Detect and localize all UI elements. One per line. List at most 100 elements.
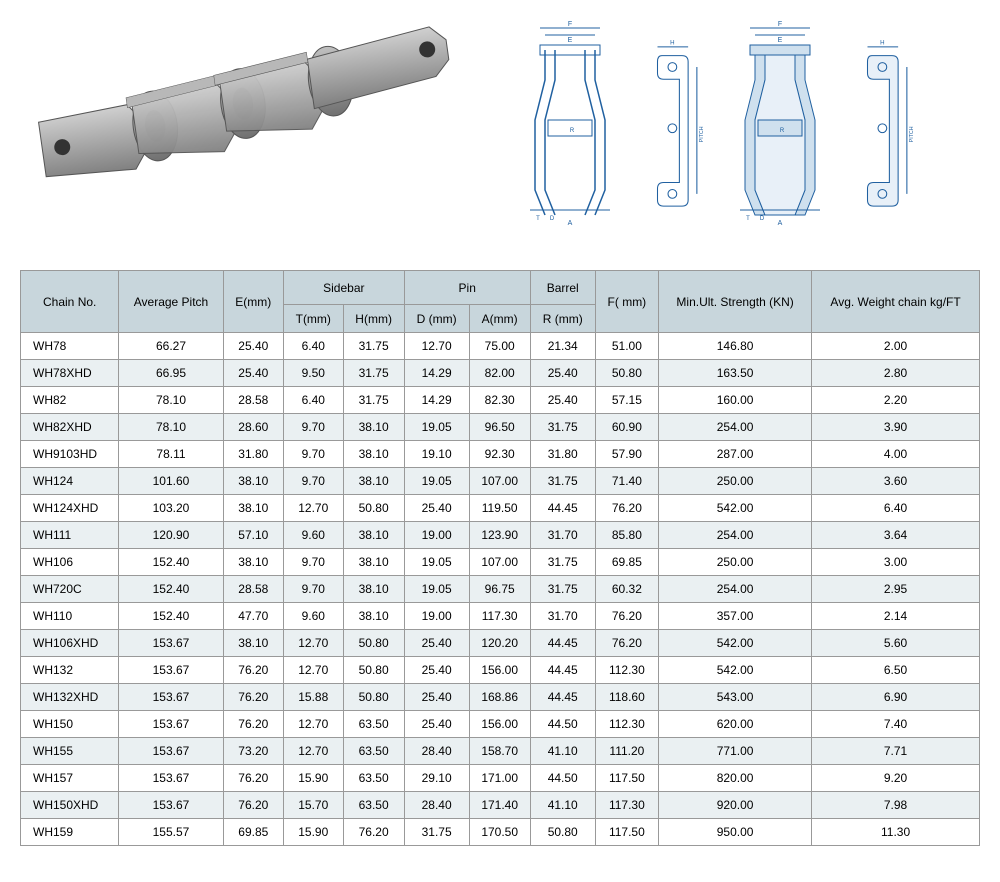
table-cell: WH132 [21, 657, 119, 684]
table-cell: 170.50 [469, 819, 530, 846]
table-cell: 117.30 [469, 603, 530, 630]
table-cell: 111.20 [595, 738, 658, 765]
table-cell: 29.10 [404, 765, 469, 792]
table-row: WH106152.4038.109.7038.1019.05107.0031.7… [21, 549, 980, 576]
table-cell: 85.80 [595, 522, 658, 549]
table-cell: 71.40 [595, 468, 658, 495]
table-cell: 543.00 [659, 684, 812, 711]
table-cell: 28.40 [404, 738, 469, 765]
table-cell: 9.50 [283, 360, 343, 387]
table-cell: 25.40 [530, 360, 595, 387]
col-chain-no: Chain No. [21, 271, 119, 333]
table-cell: WH111 [21, 522, 119, 549]
table-row: WH132XHD153.6776.2015.8850.8025.40168.86… [21, 684, 980, 711]
table-cell: 7.71 [812, 738, 980, 765]
table-cell: WH157 [21, 765, 119, 792]
table-cell: 19.10 [404, 441, 469, 468]
table-cell: 14.29 [404, 387, 469, 414]
table-cell: 6.40 [283, 387, 343, 414]
table-cell: 57.90 [595, 441, 658, 468]
svg-text:F: F [778, 21, 782, 28]
col-a: A(mm) [469, 305, 530, 333]
table-cell: WH124XHD [21, 495, 119, 522]
table-cell: 9.60 [283, 522, 343, 549]
table-cell: 153.67 [119, 765, 223, 792]
table-cell: 254.00 [659, 576, 812, 603]
table-cell: 19.05 [404, 468, 469, 495]
table-cell: 3.90 [812, 414, 980, 441]
table-cell: 4.00 [812, 441, 980, 468]
table-cell: 69.85 [223, 819, 283, 846]
table-cell: WH132XHD [21, 684, 119, 711]
table-cell: 107.00 [469, 549, 530, 576]
top-section: F E A D T R H PITCH [20, 20, 980, 240]
table-cell: WH82 [21, 387, 119, 414]
table-cell: 9.70 [283, 576, 343, 603]
col-r: R (mm) [530, 305, 595, 333]
col-t: T(mm) [283, 305, 343, 333]
table-cell: 31.75 [530, 549, 595, 576]
table-row: WH157153.6776.2015.9063.5029.10171.0044.… [21, 765, 980, 792]
table-cell: 15.90 [283, 819, 343, 846]
table-cell: 28.58 [223, 387, 283, 414]
table-cell: 38.10 [223, 549, 283, 576]
table-cell: 60.90 [595, 414, 658, 441]
table-cell: 31.75 [530, 414, 595, 441]
col-e: E(mm) [223, 271, 283, 333]
table-row: WH82XHD78.1028.609.7038.1019.0596.5031.7… [21, 414, 980, 441]
table-cell: 60.32 [595, 576, 658, 603]
table-row: WH111120.9057.109.6038.1019.00123.9031.7… [21, 522, 980, 549]
table-cell: 7.40 [812, 711, 980, 738]
table-cell: 44.45 [530, 630, 595, 657]
table-row: WH9103HD78.1131.809.7038.1019.1092.3031.… [21, 441, 980, 468]
table-cell: 44.50 [530, 711, 595, 738]
table-cell: 44.45 [530, 657, 595, 684]
table-cell: 31.80 [223, 441, 283, 468]
svg-text:D: D [760, 216, 765, 222]
table-cell: WH82XHD [21, 414, 119, 441]
table-row: WH78XHD66.9525.409.5031.7514.2982.0025.4… [21, 360, 980, 387]
table-cell: 152.40 [119, 549, 223, 576]
table-cell: 171.00 [469, 765, 530, 792]
table-cell: WH78 [21, 333, 119, 360]
diagram-side-2: H PITCH [850, 20, 920, 240]
table-cell: 250.00 [659, 549, 812, 576]
table-cell: 542.00 [659, 630, 812, 657]
technical-diagrams: F E A D T R H PITCH [510, 20, 980, 240]
table-cell: 25.40 [223, 333, 283, 360]
table-cell: 38.10 [343, 468, 404, 495]
table-cell: 25.40 [404, 630, 469, 657]
table-cell: 44.50 [530, 765, 595, 792]
table-cell: 28.58 [223, 576, 283, 603]
svg-text:E: E [778, 37, 783, 44]
table-cell: 38.10 [223, 468, 283, 495]
table-cell: 96.75 [469, 576, 530, 603]
table-cell: WH150 [21, 711, 119, 738]
table-cell: 25.40 [404, 711, 469, 738]
table-row: WH106XHD153.6738.1012.7050.8025.40120.20… [21, 630, 980, 657]
table-cell: 9.20 [812, 765, 980, 792]
table-cell: 7.98 [812, 792, 980, 819]
table-cell: 76.20 [223, 765, 283, 792]
table-row: WH720C152.4028.589.7038.1019.0596.7531.7… [21, 576, 980, 603]
table-cell: 76.20 [595, 495, 658, 522]
table-cell: 152.40 [119, 576, 223, 603]
table-cell: 12.70 [283, 711, 343, 738]
table-cell: 771.00 [659, 738, 812, 765]
table-row: WH155153.6773.2012.7063.5028.40158.7041.… [21, 738, 980, 765]
table-cell: 76.20 [595, 630, 658, 657]
table-cell: 21.34 [530, 333, 595, 360]
table-cell: 112.30 [595, 711, 658, 738]
table-cell: 63.50 [343, 792, 404, 819]
table-cell: 50.80 [595, 360, 658, 387]
col-weight: Avg. Weight chain kg/FT [812, 271, 980, 333]
table-cell: 112.30 [595, 657, 658, 684]
table-cell: 50.80 [530, 819, 595, 846]
table-cell: 119.50 [469, 495, 530, 522]
table-cell: 152.40 [119, 603, 223, 630]
table-cell: 11.30 [812, 819, 980, 846]
table-row: WH150153.6776.2012.7063.5025.40156.0044.… [21, 711, 980, 738]
col-d: D (mm) [404, 305, 469, 333]
table-cell: 920.00 [659, 792, 812, 819]
table-cell: 63.50 [343, 738, 404, 765]
